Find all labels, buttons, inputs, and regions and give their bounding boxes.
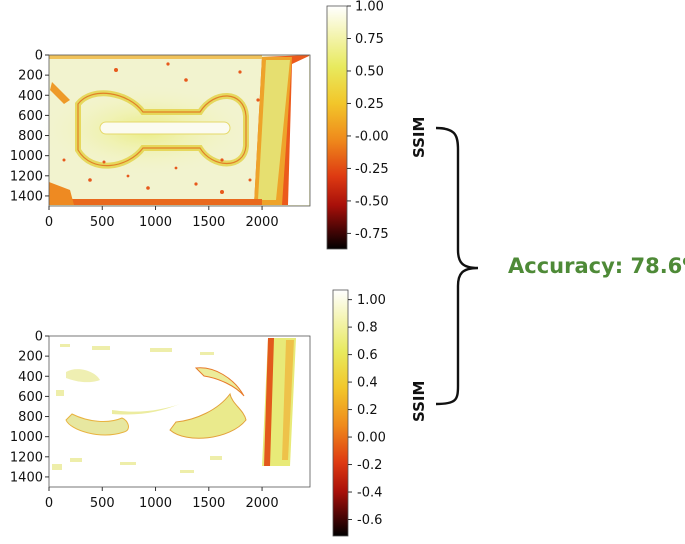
x-tick-label: 500 <box>90 496 115 511</box>
colorbar-2-label: SSIM <box>410 380 428 422</box>
y-tick-label: 200 <box>18 69 43 84</box>
x-tick-label: 500 <box>90 215 115 230</box>
colorbar-tick-label: 0.6 <box>357 348 378 363</box>
accuracy-annotation: Accuracy: 78.6% <box>508 254 685 278</box>
heatmap-image-1 <box>41 54 311 207</box>
x-tick-label: 0 <box>45 496 53 511</box>
y-tick-label: 1400 <box>10 470 43 485</box>
colorbar-tick-label: -0.50 <box>355 194 389 209</box>
colorbar-1 <box>326 5 348 250</box>
colorbar-1-label: SSIM <box>410 116 428 158</box>
x-tick-label: 2000 <box>246 215 279 230</box>
y-tick-label: 1200 <box>10 450 43 465</box>
heatmap-image-2 <box>48 335 311 488</box>
y-tick-label: 200 <box>18 350 43 365</box>
x-tick-label: 0 <box>45 215 53 230</box>
colorbar-tick-label: 0.00 <box>357 431 386 446</box>
colorbar-tick-label: 0.25 <box>355 97 384 112</box>
colorbar-2 <box>332 289 349 537</box>
y-tick-label: 1400 <box>10 189 43 204</box>
y-tick-label: 1000 <box>10 149 43 164</box>
colorbar-tick-label: -0.4 <box>357 486 382 501</box>
y-tick-label: 800 <box>18 129 43 144</box>
y-tick-label: 1000 <box>10 430 43 445</box>
colorbar-tick-label: -0.2 <box>357 458 382 473</box>
y-tick-label: 0 <box>35 330 43 345</box>
colorbar-tick-label: 0.4 <box>357 376 378 391</box>
x-tick-label: 1000 <box>139 215 172 230</box>
y-tick-label: 400 <box>18 89 43 104</box>
colorbar-tick-label: -0.6 <box>357 513 382 528</box>
colorbar-tick-label: -0.75 <box>355 227 389 242</box>
colorbar-tick-label: -0.00 <box>355 129 389 144</box>
y-tick-label: 600 <box>18 109 43 124</box>
x-tick-label: 1000 <box>139 496 172 511</box>
colorbar-tick-label: 1.00 <box>357 293 386 308</box>
colorbar-tick-label: 0.2 <box>357 403 378 418</box>
y-tick-label: 0 <box>35 49 43 64</box>
x-tick-label: 2000 <box>246 496 279 511</box>
colorbar-tick-label: 1.00 <box>355 0 384 15</box>
x-tick-label: 1500 <box>192 496 225 511</box>
grouping-brace <box>435 126 479 406</box>
y-tick-label: 800 <box>18 410 43 425</box>
colorbar-tick-label: 0.75 <box>355 32 384 47</box>
colorbar-tick-label: 0.8 <box>357 321 378 336</box>
y-tick-label: 400 <box>18 370 43 385</box>
x-tick-label: 1500 <box>192 215 225 230</box>
colorbar-tick-label: 0.50 <box>355 64 384 79</box>
y-tick-label: 600 <box>18 390 43 405</box>
colorbar-tick-label: -0.25 <box>355 162 389 177</box>
y-tick-label: 1200 <box>10 169 43 184</box>
